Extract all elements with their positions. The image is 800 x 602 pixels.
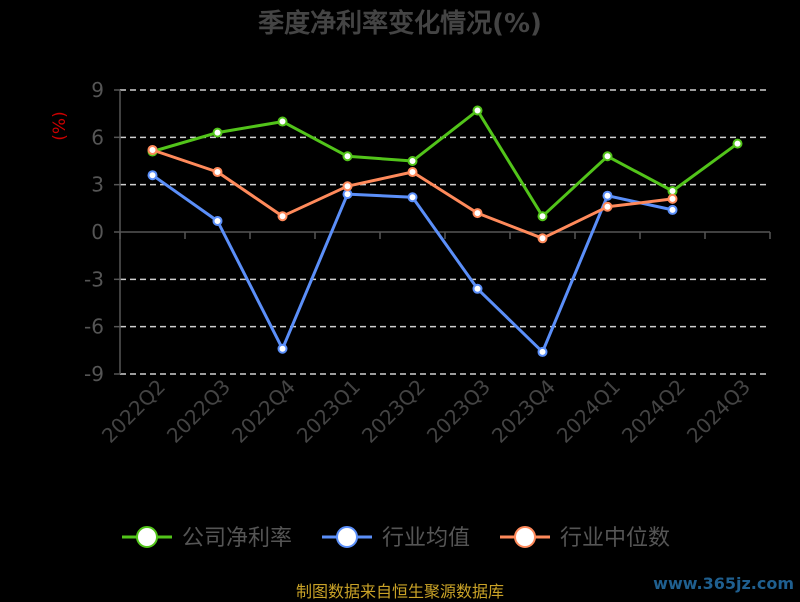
data-point-1[interactable] <box>602 190 613 201</box>
data-point-0[interactable] <box>277 116 288 127</box>
y-tick-label: -6 <box>84 315 104 339</box>
legend-marker-1[interactable] <box>336 526 358 548</box>
data-point-0[interactable] <box>537 211 548 222</box>
data-point-0[interactable] <box>602 151 613 162</box>
data-point-0[interactable] <box>732 138 743 149</box>
data-point-1[interactable] <box>147 170 158 181</box>
data-point-1[interactable] <box>212 215 223 226</box>
data-point-0[interactable] <box>342 151 353 162</box>
data-point-2[interactable] <box>147 144 158 155</box>
data-point-2[interactable] <box>212 167 223 178</box>
x-tick-label: 2023Q1 <box>292 375 365 448</box>
chart-title: 季度净利率变化情况(%) <box>258 8 542 39</box>
x-tick-label: 2023Q3 <box>422 375 495 448</box>
watermark-logo: www.365jz.com <box>653 574 794 593</box>
legend-label-1[interactable]: 行业均值 <box>382 526 470 551</box>
legend-label-2[interactable]: 行业中位数 <box>560 526 670 551</box>
y-tick-label: 3 <box>91 173 104 197</box>
x-tick-label: 2023Q2 <box>357 375 430 448</box>
x-tick-label: 2024Q3 <box>682 375 755 448</box>
legend[interactable]: 公司净利率 行业均值 行业中位数 <box>122 526 670 551</box>
data-point-1[interactable] <box>472 283 483 294</box>
data-point-2[interactable] <box>342 181 353 192</box>
y-tick-label: -3 <box>84 267 104 291</box>
data-point-0[interactable] <box>212 127 223 138</box>
data-point-0[interactable] <box>472 105 483 116</box>
data-point-1[interactable] <box>342 189 353 200</box>
axis-layer: 9 6 3 0 -3 -6 -92022Q22022Q32022Q42023Q12023Q2… <box>84 78 771 448</box>
x-tick-label: 2024Q1 <box>552 375 625 448</box>
x-tick-label: 2024Q2 <box>617 375 690 448</box>
series-layer <box>147 105 743 357</box>
data-point-2[interactable] <box>472 208 483 219</box>
data-point-1[interactable] <box>277 343 288 354</box>
data-point-2[interactable] <box>537 233 548 244</box>
x-tick-label: 2023Q4 <box>487 375 560 448</box>
x-tick-label: 2022Q2 <box>97 375 170 448</box>
y-tick-label: 0 <box>91 220 104 244</box>
legend-marker-2[interactable] <box>514 526 536 548</box>
legend-label-0[interactable]: 公司净利率 <box>182 526 292 551</box>
data-point-1[interactable] <box>667 204 678 215</box>
x-tick-label: 2022Q4 <box>227 375 300 448</box>
x-tick-label: 2022Q3 <box>162 375 235 448</box>
legend-marker-0[interactable] <box>136 526 158 548</box>
data-point-2[interactable] <box>277 211 288 222</box>
data-point-0[interactable] <box>667 185 678 196</box>
y-axis-unit-label: (%) <box>50 111 70 140</box>
data-point-0[interactable] <box>407 156 418 166</box>
data-point-2[interactable] <box>407 167 418 178</box>
data-point-2[interactable] <box>667 193 678 204</box>
data-point-1[interactable] <box>537 346 548 357</box>
y-tick-label: 9 <box>91 78 104 102</box>
series-line-0 <box>152 109 739 218</box>
y-tick-label: 6 <box>91 125 104 149</box>
source-note: 制图数据来自恒生聚源数据库 <box>295 582 504 601</box>
data-point-1[interactable] <box>407 192 418 203</box>
y-tick-label: -9 <box>84 362 104 386</box>
data-point-2[interactable] <box>602 201 613 212</box>
